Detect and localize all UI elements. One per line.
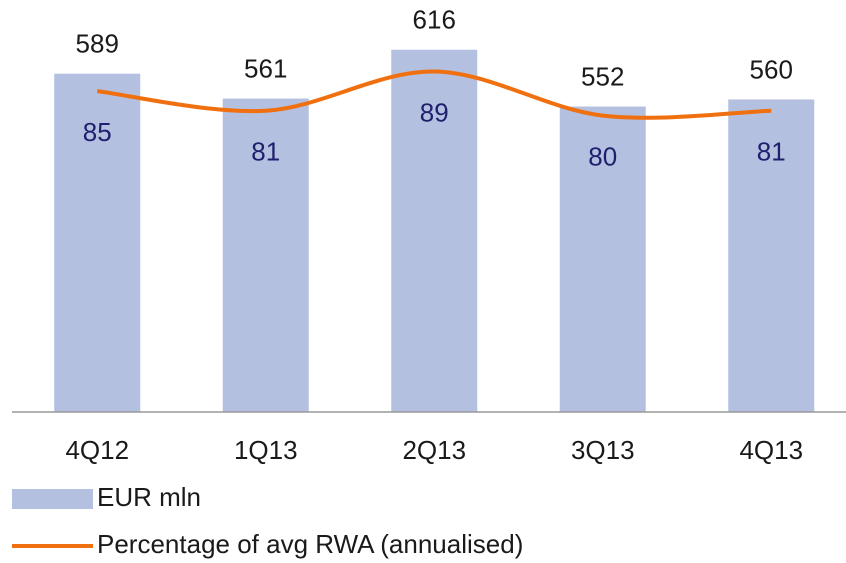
bar-value-label: 589 [76,29,119,59]
line-value-label: 85 [83,117,112,147]
bar [728,99,815,412]
legend-label: EUR mln [97,482,201,512]
bar-value-label: 560 [750,54,793,84]
x-tick-label: 2Q13 [402,435,466,465]
bar-value-label: 561 [244,53,287,83]
legend-swatch [12,489,93,509]
line [97,69,772,120]
line-value-label: 89 [420,97,449,127]
bar [391,49,478,413]
x-tick-label: 3Q13 [571,435,635,465]
x-tick-label: 4Q13 [739,435,803,465]
bar [222,98,309,412]
bar [559,106,646,412]
line-value-label: 81 [251,137,280,167]
line-value-label: 81 [757,137,786,167]
line-value-label: 80 [588,141,617,171]
legend-label: Percentage of avg RWA (annualised) [97,529,523,559]
bar-value-label: 616 [413,5,456,35]
x-tick-label: 1Q13 [234,435,298,465]
bar-value-label: 552 [581,61,624,91]
bar [54,73,141,412]
x-tick-label: 4Q12 [65,435,129,465]
